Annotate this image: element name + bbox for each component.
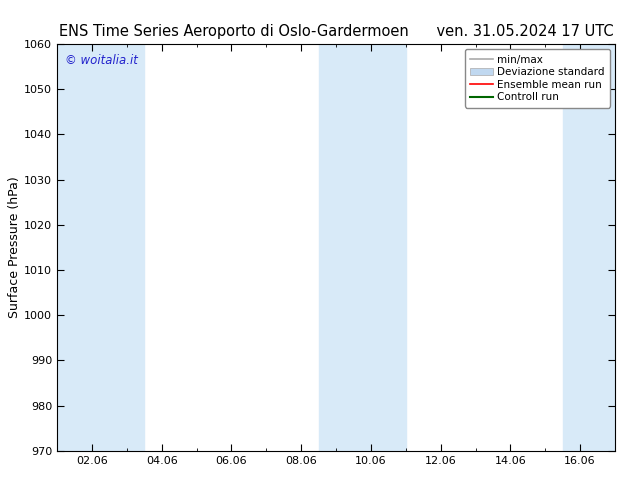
Title: ENS Time Series Aeroporto di Oslo-Gardermoen      ven. 31.05.2024 17 UTC: ENS Time Series Aeroporto di Oslo-Garder…	[59, 24, 613, 39]
Bar	[319, 44, 406, 451]
Bar	[563, 44, 615, 451]
Y-axis label: Surface Pressure (hPa): Surface Pressure (hPa)	[8, 176, 22, 318]
Text: © woitalia.it: © woitalia.it	[65, 54, 138, 67]
Legend: min/max, Deviazione standard, Ensemble mean run, Controll run: min/max, Deviazione standard, Ensemble m…	[465, 49, 610, 107]
Bar	[57, 44, 145, 451]
